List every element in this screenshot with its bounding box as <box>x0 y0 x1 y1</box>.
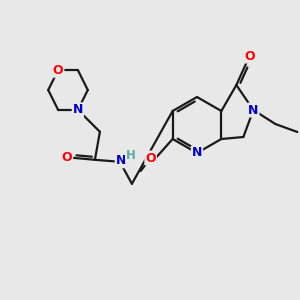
Text: N: N <box>73 103 83 116</box>
Text: O: O <box>61 151 72 164</box>
Text: N: N <box>116 154 126 167</box>
Text: N: N <box>192 146 202 160</box>
Text: H: H <box>126 149 136 162</box>
Text: N: N <box>248 103 259 116</box>
Text: O: O <box>145 152 156 164</box>
Text: O: O <box>244 50 255 62</box>
Text: O: O <box>53 64 63 77</box>
